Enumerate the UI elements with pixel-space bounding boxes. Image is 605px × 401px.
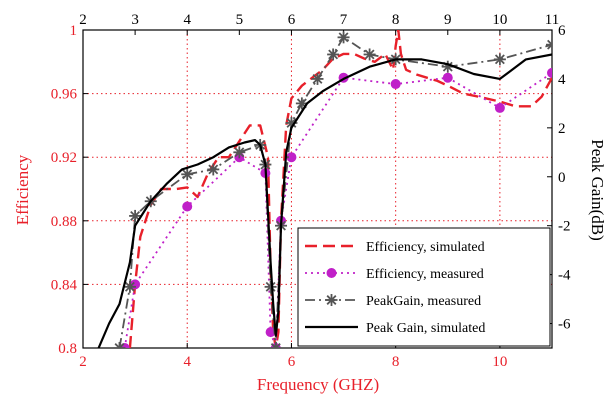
ticks: 2 4 6 8 10 2 3 4 5 6 7 8 9 10 11 0.8 0.84 0.88 0.92 0.96 1 -6… [51,12,571,370]
legend-entry-label: Efficiency, simulated [366,240,485,255]
data-point [546,38,552,51]
series-layer [97,30,552,348]
data-point [442,72,453,83]
y-right-tick-label: -4 [558,268,571,284]
data-point [269,342,282,348]
y-right-tick-label: 0 [558,170,566,186]
y-axis-left-label: Efficiency [13,154,32,225]
data-point [494,102,505,113]
x-top-tick-label: 11 [545,12,559,28]
data-point [182,201,193,212]
x-tick-label: 4 [183,354,191,370]
y-right-tick-label: 6 [558,23,566,39]
data-point [363,48,376,61]
y-left-tick-label: 0.88 [51,214,77,230]
y-right-tick-label: -6 [558,317,571,333]
legend-marker [325,294,338,306]
y-left-tick-label: 0.8 [58,341,77,357]
data-point [390,79,401,90]
series-line-efficiency-simulated [128,30,552,348]
x-top-tick-label: 2 [79,12,87,28]
y-right-tick-label: 4 [558,72,566,88]
x-top-tick-label: 6 [288,12,296,28]
legend-entry-label: PeakGain, measured [366,294,481,309]
y-right-tick-label: 2 [558,121,566,137]
data-point [181,168,194,181]
legend-entry-label: Efficiency, measured [366,267,484,282]
x-tick-label: 10 [492,354,507,370]
data-point [207,163,220,176]
legend: Efficiency, simulated Efficiency, measure… [297,227,551,347]
x-tick-label: 8 [392,354,400,370]
x-top-tick-label: 10 [492,12,507,28]
y-left-tick-label: 0.96 [51,87,78,103]
legend-marker [326,268,337,278]
data-point [264,280,277,293]
y-axis-right-label: Peak Gain(dB) [588,139,605,241]
x-top-tick-label: 3 [131,12,139,28]
x-top-tick-label: 4 [183,12,191,28]
x-top-tick-label: 7 [340,12,348,28]
data-point [337,31,350,44]
data-point [327,48,340,61]
data-point [233,146,246,159]
x-top-tick-label: 5 [236,12,244,28]
y-left-tick-label: 1 [70,23,78,39]
plot-frame [82,29,553,349]
x-tick-label: 6 [288,354,296,370]
data-point [493,53,506,66]
y-left-tick-label: 0.84 [51,277,78,293]
data-point [547,67,552,78]
data-point [295,97,308,110]
legend-entry-label: Peak Gain, simulated [366,321,485,336]
x-tick-label: 2 [79,354,87,370]
data-point [123,280,136,293]
x-top-tick-label: 8 [392,12,400,28]
x-axis-label: Frequency (GHZ) [257,375,379,394]
y-left-tick-label: 0.92 [51,150,77,166]
x-top-tick-label: 9 [444,12,452,28]
data-point [311,72,324,85]
data-point [113,342,126,348]
y-right-tick-label: -2 [558,219,571,235]
data-point [129,209,142,222]
series-line-peak-gain-simulated [97,53,552,348]
